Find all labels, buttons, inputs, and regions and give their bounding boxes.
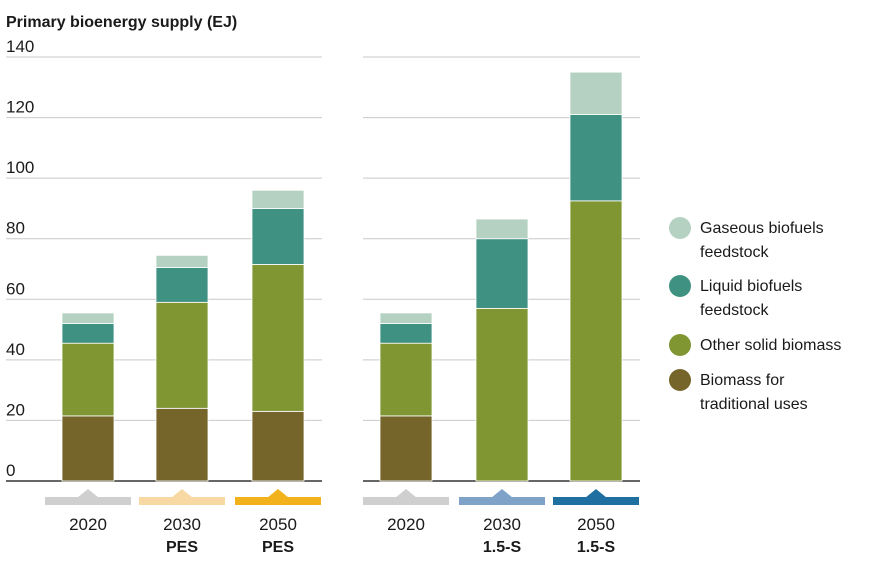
legend-item-solid: Other solid biomass xyxy=(669,334,841,356)
bar-segment-liquid xyxy=(475,238,529,309)
category-scenario-label: 1.5-S xyxy=(483,539,522,556)
y-tick-label: 140 xyxy=(6,37,34,56)
bar-segment-gaseous xyxy=(155,254,209,268)
bar-segment-traditional xyxy=(251,410,305,482)
legend-label: traditional uses xyxy=(700,396,808,413)
stacked-bar xyxy=(155,254,209,482)
legend-swatch xyxy=(669,275,691,297)
bar-segment-gaseous xyxy=(569,71,623,115)
marker-arrow xyxy=(267,489,289,498)
marker-strip xyxy=(139,497,225,505)
bar-layer xyxy=(61,71,623,482)
legend-label: feedstock xyxy=(700,244,769,261)
legend-label: feedstock xyxy=(700,302,769,319)
scenario-markers xyxy=(45,489,639,505)
category-year-label: 2020 xyxy=(69,515,107,534)
chart-title: Primary bioenergy supply (EJ) xyxy=(6,14,237,31)
stacked-bar xyxy=(61,312,115,482)
stacked-bar xyxy=(569,71,623,482)
legend-label: Biomass for xyxy=(700,372,785,389)
category-scenario-label: PES xyxy=(166,539,198,556)
y-tick-label: 60 xyxy=(6,279,25,298)
marker-arrow xyxy=(491,489,513,498)
bar-segment-solid xyxy=(569,200,623,482)
bar-segment-solid xyxy=(61,342,115,417)
bar-segment-liquid xyxy=(155,267,209,303)
marker-arrow xyxy=(77,489,99,498)
bar-segment-liquid xyxy=(251,208,305,265)
marker-strip xyxy=(45,497,131,505)
scenario-marker xyxy=(459,489,545,505)
category-year-label: 2030 xyxy=(483,515,521,534)
marker-arrow xyxy=(585,489,607,498)
stacked-bar xyxy=(475,218,529,482)
bar-segment-gaseous xyxy=(475,218,529,240)
legend-label: Other solid biomass xyxy=(700,337,841,354)
bar-segment-gaseous xyxy=(61,312,115,324)
legend-label: Gaseous biofuels xyxy=(700,220,824,237)
bar-segment-solid xyxy=(379,342,433,417)
stacked-bar xyxy=(251,189,305,482)
scenario-marker xyxy=(235,489,321,505)
stacked-bar xyxy=(379,312,433,482)
marker-strip xyxy=(459,497,545,505)
marker-strip xyxy=(363,497,449,505)
category-scenario-label: PES xyxy=(262,539,294,556)
scenario-marker xyxy=(553,489,639,505)
y-tick-label: 20 xyxy=(6,400,25,419)
bar-segment-traditional xyxy=(379,415,433,482)
scenario-marker xyxy=(363,489,449,505)
marker-arrow xyxy=(395,489,417,498)
legend-swatch xyxy=(669,369,691,391)
bar-segment-traditional xyxy=(155,407,209,482)
bar-segment-liquid xyxy=(379,323,433,344)
y-tick-label: 80 xyxy=(6,219,25,238)
y-tick-label: 40 xyxy=(6,340,25,359)
category-year-label: 2050 xyxy=(259,515,297,534)
category-labels: 2020 2030 PES 2050 PES 2020 2030 1.5-S 2050 1.5-S xyxy=(69,515,615,556)
marker-strip xyxy=(553,497,639,505)
category-scenario-label: 1.5-S xyxy=(577,539,616,556)
marker-arrow xyxy=(171,489,193,498)
scenario-marker xyxy=(139,489,225,505)
y-tick-label: 120 xyxy=(6,98,34,117)
bar-segment-liquid xyxy=(61,323,115,344)
y-tick-label: 0 xyxy=(6,461,15,480)
y-tick-label: 100 xyxy=(6,158,34,177)
bar-segment-liquid xyxy=(569,114,623,202)
legend-item-gaseous: Gaseous biofuels feedstock xyxy=(669,217,824,261)
bar-segment-solid xyxy=(251,264,305,412)
y-axis: 0 20 40 60 80 100 120 140 xyxy=(6,37,34,480)
bar-segment-gaseous xyxy=(379,312,433,324)
legend-swatch xyxy=(669,334,691,356)
legend-swatch xyxy=(669,217,691,239)
legend-item-liquid: Liquid biofuels feedstock xyxy=(669,275,802,319)
bar-segment-solid xyxy=(155,301,209,409)
category-year-label: 2030 xyxy=(163,515,201,534)
legend-label: Liquid biofuels xyxy=(700,278,802,295)
category-year-label: 2050 xyxy=(577,515,615,534)
legend-item-traditional: Biomass for traditional uses xyxy=(669,369,808,413)
marker-strip xyxy=(235,497,321,505)
bar-segment-solid xyxy=(475,307,529,482)
category-year-label: 2020 xyxy=(387,515,425,534)
bar-segment-gaseous xyxy=(251,189,305,209)
bar-segment-traditional xyxy=(61,415,115,482)
scenario-marker xyxy=(45,489,131,505)
